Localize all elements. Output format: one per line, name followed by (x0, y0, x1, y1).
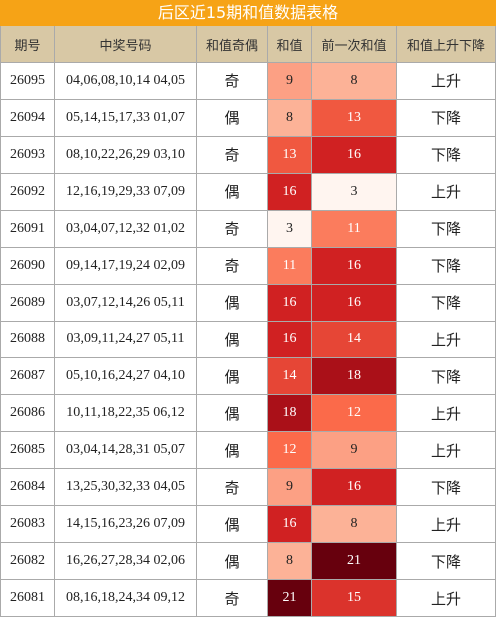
sum: 16 (268, 284, 312, 322)
prev-sum: 3 (312, 173, 397, 211)
trend: 下降 (397, 543, 496, 581)
trend: 下降 (397, 99, 496, 137)
issue: 26092 (0, 173, 55, 211)
issue: 26090 (0, 247, 55, 285)
trend: 上升 (397, 63, 496, 100)
issue: 26091 (0, 210, 55, 248)
trend: 下降 (397, 247, 496, 285)
sum: 14 (268, 358, 312, 396)
numbers: 03,04,07,12,32 01,02 (55, 210, 197, 248)
issue: 26089 (0, 284, 55, 322)
sum: 21 (268, 580, 312, 617)
parity: 奇 (197, 136, 268, 174)
trend: 下降 (397, 284, 496, 322)
column-header: 期号 (0, 26, 55, 63)
trend: 上升 (397, 506, 496, 544)
trend: 下降 (397, 136, 496, 174)
sum: 3 (268, 210, 312, 248)
numbers: 03,07,12,14,26 05,11 (55, 284, 197, 322)
numbers: 03,04,14,28,31 05,07 (55, 432, 197, 470)
parity: 奇 (197, 63, 268, 100)
prev-sum: 9 (312, 432, 397, 470)
sum: 16 (268, 321, 312, 359)
parity: 奇 (197, 469, 268, 507)
issue: 26082 (0, 543, 55, 581)
prev-sum: 18 (312, 358, 397, 396)
parity: 偶 (197, 395, 268, 433)
column-header: 和值上升下降 (397, 26, 496, 63)
trend: 下降 (397, 210, 496, 248)
numbers: 14,15,16,23,26 07,09 (55, 506, 197, 544)
numbers: 04,06,08,10,14 04,05 (55, 63, 197, 100)
trend: 上升 (397, 395, 496, 433)
numbers: 08,16,18,24,34 09,12 (55, 580, 197, 617)
prev-sum: 16 (312, 284, 397, 322)
trend: 上升 (397, 321, 496, 359)
numbers: 08,10,22,26,29 03,10 (55, 136, 197, 174)
issue: 26085 (0, 432, 55, 470)
prev-sum: 16 (312, 247, 397, 285)
issue: 26083 (0, 506, 55, 544)
sum: 18 (268, 395, 312, 433)
numbers: 10,11,18,22,35 06,12 (55, 395, 197, 433)
trend: 下降 (397, 358, 496, 396)
numbers: 05,10,16,24,27 04,10 (55, 358, 197, 396)
parity: 偶 (197, 99, 268, 137)
numbers: 16,26,27,28,34 02,06 (55, 543, 197, 581)
prev-sum: 8 (312, 506, 397, 544)
numbers: 05,14,15,17,33 01,07 (55, 99, 197, 137)
prev-sum: 15 (312, 580, 397, 617)
title: 后区近15期和值数据表格 (0, 0, 496, 26)
column-header: 和值 (268, 26, 312, 63)
prev-sum: 11 (312, 210, 397, 248)
issue: 26086 (0, 395, 55, 433)
trend: 上升 (397, 173, 496, 211)
issue: 26093 (0, 136, 55, 174)
issue: 26087 (0, 358, 55, 396)
parity: 偶 (197, 506, 268, 544)
numbers: 03,09,11,24,27 05,11 (55, 321, 197, 359)
parity: 奇 (197, 580, 268, 617)
parity: 偶 (197, 543, 268, 581)
column-header: 中奖号码 (55, 26, 197, 63)
prev-sum: 8 (312, 63, 397, 100)
prev-sum: 21 (312, 543, 397, 581)
parity: 偶 (197, 173, 268, 211)
issue: 26088 (0, 321, 55, 359)
sum: 11 (268, 247, 312, 285)
prev-sum: 16 (312, 136, 397, 174)
parity: 奇 (197, 247, 268, 285)
sum: 16 (268, 173, 312, 211)
issue: 26081 (0, 580, 55, 617)
column-header: 和值奇偶 (197, 26, 268, 63)
sum: 16 (268, 506, 312, 544)
trend: 上升 (397, 580, 496, 617)
trend: 上升 (397, 432, 496, 470)
sum: 13 (268, 136, 312, 174)
parity: 偶 (197, 358, 268, 396)
column-header: 前一次和值 (312, 26, 397, 63)
issue: 26084 (0, 469, 55, 507)
issue: 26095 (0, 63, 55, 100)
prev-sum: 13 (312, 99, 397, 137)
parity: 奇 (197, 210, 268, 248)
sum: 8 (268, 543, 312, 581)
prev-sum: 16 (312, 469, 397, 507)
sum: 9 (268, 63, 312, 100)
trend: 下降 (397, 469, 496, 507)
numbers: 13,25,30,32,33 04,05 (55, 469, 197, 507)
sum: 12 (268, 432, 312, 470)
numbers: 09,14,17,19,24 02,09 (55, 247, 197, 285)
sum: 9 (268, 469, 312, 507)
parity: 偶 (197, 321, 268, 359)
issue: 26094 (0, 99, 55, 137)
parity: 偶 (197, 284, 268, 322)
prev-sum: 12 (312, 395, 397, 433)
prev-sum: 14 (312, 321, 397, 359)
parity: 偶 (197, 432, 268, 470)
sum: 8 (268, 99, 312, 137)
numbers: 12,16,19,29,33 07,09 (55, 173, 197, 211)
